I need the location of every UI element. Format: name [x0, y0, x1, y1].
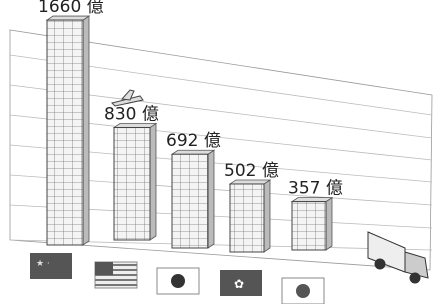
bar-side: [150, 124, 156, 240]
bar-side: [83, 16, 89, 245]
bar: [114, 128, 150, 240]
bar-side: [264, 180, 270, 252]
bar-side: [326, 198, 332, 250]
svg-text:✿: ✿: [234, 277, 244, 291]
value-label: 502 億: [224, 161, 279, 181]
truck: [368, 232, 428, 283]
flags: ★ · ✿: [30, 253, 324, 304]
bar-side: [208, 150, 214, 248]
value-label: 692 億: [166, 131, 221, 151]
value-label: 830 億: [104, 105, 159, 125]
bar: [172, 154, 208, 248]
bar: [230, 184, 264, 252]
value-label: 357 億: [288, 179, 343, 199]
value-label: 1660 億: [38, 0, 104, 17]
bar: [47, 20, 83, 245]
svg-text:★ ·: ★ ·: [36, 259, 50, 269]
chart: ★ · ✿ 1660 億 830 億 692 億502 億 357 億: [0, 0, 438, 304]
bar: [292, 202, 326, 250]
